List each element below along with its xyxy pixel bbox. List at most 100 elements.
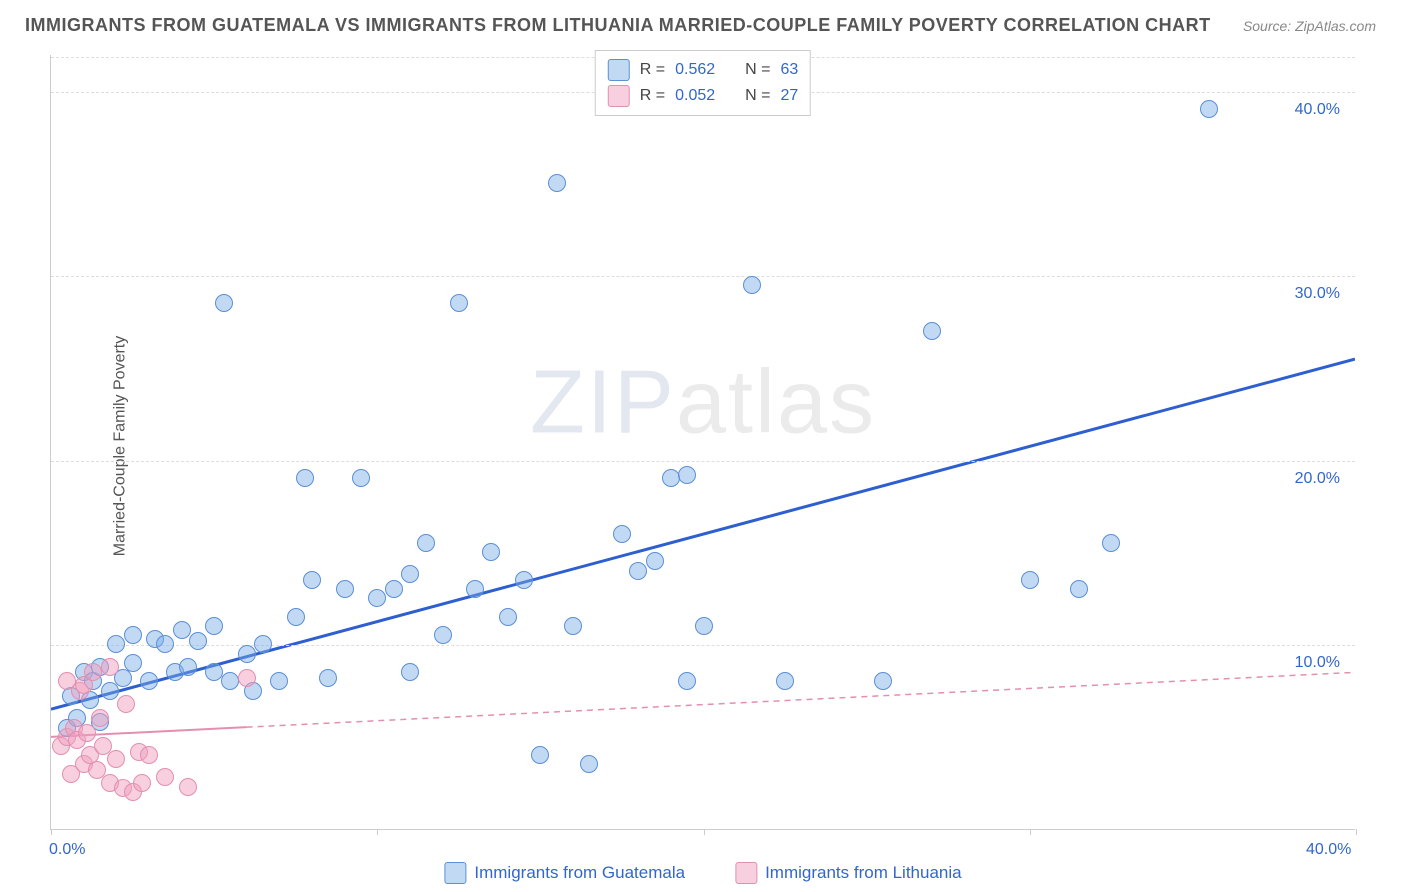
scatter-point-guatemala <box>695 617 713 635</box>
legend-swatch-lithuania <box>608 85 630 107</box>
scatter-point-guatemala <box>580 755 598 773</box>
scatter-point-guatemala <box>254 635 272 653</box>
scatter-point-guatemala <box>401 663 419 681</box>
legend-r-value: 0.052 <box>675 87 735 105</box>
x-tick <box>1030 829 1031 835</box>
trend-lines-svg <box>51 55 1355 829</box>
source-label: Source: ZipAtlas.com <box>1243 18 1376 34</box>
legend-r-label: R = <box>640 87 665 105</box>
legend-series-label: Immigrants from Guatemala <box>474 863 685 883</box>
scatter-point-guatemala <box>270 672 288 690</box>
x-tick <box>1356 829 1357 835</box>
legend-stats: R = 0.562 N = 63 R = 0.052 N = 27 <box>595 50 811 116</box>
scatter-point-guatemala <box>743 276 761 294</box>
scatter-point-guatemala <box>874 672 892 690</box>
scatter-point-guatemala <box>482 543 500 561</box>
gridline <box>51 461 1355 462</box>
scatter-point-lithuania <box>179 778 197 796</box>
scatter-point-guatemala <box>368 589 386 607</box>
scatter-point-guatemala <box>646 552 664 570</box>
scatter-point-guatemala <box>1070 580 1088 598</box>
scatter-point-guatemala <box>156 635 174 653</box>
scatter-point-guatemala <box>287 608 305 626</box>
x-tick <box>704 829 705 835</box>
chart-title: IMMIGRANTS FROM GUATEMALA VS IMMIGRANTS … <box>25 15 1211 36</box>
scatter-point-guatemala <box>417 534 435 552</box>
scatter-point-lithuania <box>84 663 102 681</box>
scatter-point-guatemala <box>564 617 582 635</box>
legend-n-value: 27 <box>780 87 798 105</box>
scatter-point-guatemala <box>401 565 419 583</box>
scatter-point-guatemala <box>205 663 223 681</box>
scatter-point-guatemala <box>352 469 370 487</box>
scatter-point-lithuania <box>140 746 158 764</box>
scatter-point-guatemala <box>303 571 321 589</box>
scatter-point-guatemala <box>238 645 256 663</box>
scatter-point-guatemala <box>319 669 337 687</box>
scatter-point-guatemala <box>296 469 314 487</box>
x-tick <box>377 829 378 835</box>
scatter-point-guatemala <box>629 562 647 580</box>
x-tick-label: 40.0% <box>1306 841 1351 859</box>
scatter-point-guatemala <box>515 571 533 589</box>
legend-r-label: R = <box>640 61 665 79</box>
legend-swatch-guatemala <box>608 59 630 81</box>
scatter-point-guatemala <box>450 294 468 312</box>
scatter-point-lithuania <box>117 695 135 713</box>
scatter-point-guatemala <box>923 322 941 340</box>
scatter-point-guatemala <box>124 626 142 644</box>
scatter-point-guatemala <box>189 632 207 650</box>
legend-series-lithuania: Immigrants from Lithuania <box>735 862 962 884</box>
watermark-zip: ZIP <box>530 353 676 453</box>
scatter-point-guatemala <box>107 635 125 653</box>
watermark: ZIPatlas <box>530 352 876 455</box>
scatter-point-lithuania <box>107 750 125 768</box>
watermark-atlas: atlas <box>676 353 876 453</box>
legend-stat-row-lithuania: R = 0.052 N = 27 <box>608 83 798 109</box>
legend-series: Immigrants from Guatemala Immigrants from… <box>444 862 961 884</box>
legend-swatch-guatemala <box>444 862 466 884</box>
scatter-point-guatemala <box>124 654 142 672</box>
scatter-point-lithuania <box>101 658 119 676</box>
scatter-point-guatemala <box>385 580 403 598</box>
scatter-point-guatemala <box>179 658 197 676</box>
scatter-point-guatemala <box>548 174 566 192</box>
scatter-point-guatemala <box>662 469 680 487</box>
scatter-point-guatemala <box>140 672 158 690</box>
legend-n-label: N = <box>745 61 770 79</box>
scatter-point-lithuania <box>78 724 96 742</box>
legend-stat-row-guatemala: R = 0.562 N = 63 <box>608 57 798 83</box>
gridline <box>51 276 1355 277</box>
scatter-point-guatemala <box>205 617 223 635</box>
scatter-point-guatemala <box>678 672 696 690</box>
legend-series-guatemala: Immigrants from Guatemala <box>444 862 685 884</box>
legend-n-value: 63 <box>780 61 798 79</box>
scatter-point-guatemala <box>1021 571 1039 589</box>
y-tick-label: 40.0% <box>1295 101 1340 119</box>
scatter-point-guatemala <box>215 294 233 312</box>
y-tick-label: 20.0% <box>1295 470 1340 488</box>
scatter-point-guatemala <box>1102 534 1120 552</box>
scatter-point-guatemala <box>466 580 484 598</box>
scatter-point-guatemala <box>613 525 631 543</box>
legend-series-label: Immigrants from Lithuania <box>765 863 962 883</box>
legend-r-value: 0.562 <box>675 61 735 79</box>
scatter-point-lithuania <box>133 774 151 792</box>
scatter-point-guatemala <box>678 466 696 484</box>
scatter-point-lithuania <box>238 669 256 687</box>
scatter-point-guatemala <box>221 672 239 690</box>
scatter-point-guatemala <box>776 672 794 690</box>
scatter-point-guatemala <box>1200 100 1218 118</box>
legend-n-label: N = <box>745 87 770 105</box>
scatter-point-guatemala <box>499 608 517 626</box>
x-tick <box>51 829 52 835</box>
scatter-point-guatemala <box>531 746 549 764</box>
y-tick-label: 10.0% <box>1295 654 1340 672</box>
plot-area: ZIPatlas 10.0%20.0%30.0%40.0%0.0%40.0% <box>50 55 1355 830</box>
scatter-point-guatemala <box>173 621 191 639</box>
scatter-point-guatemala <box>434 626 452 644</box>
scatter-point-lithuania <box>91 709 109 727</box>
legend-swatch-lithuania <box>735 862 757 884</box>
x-tick-label: 0.0% <box>49 841 85 859</box>
y-tick-label: 30.0% <box>1295 285 1340 303</box>
